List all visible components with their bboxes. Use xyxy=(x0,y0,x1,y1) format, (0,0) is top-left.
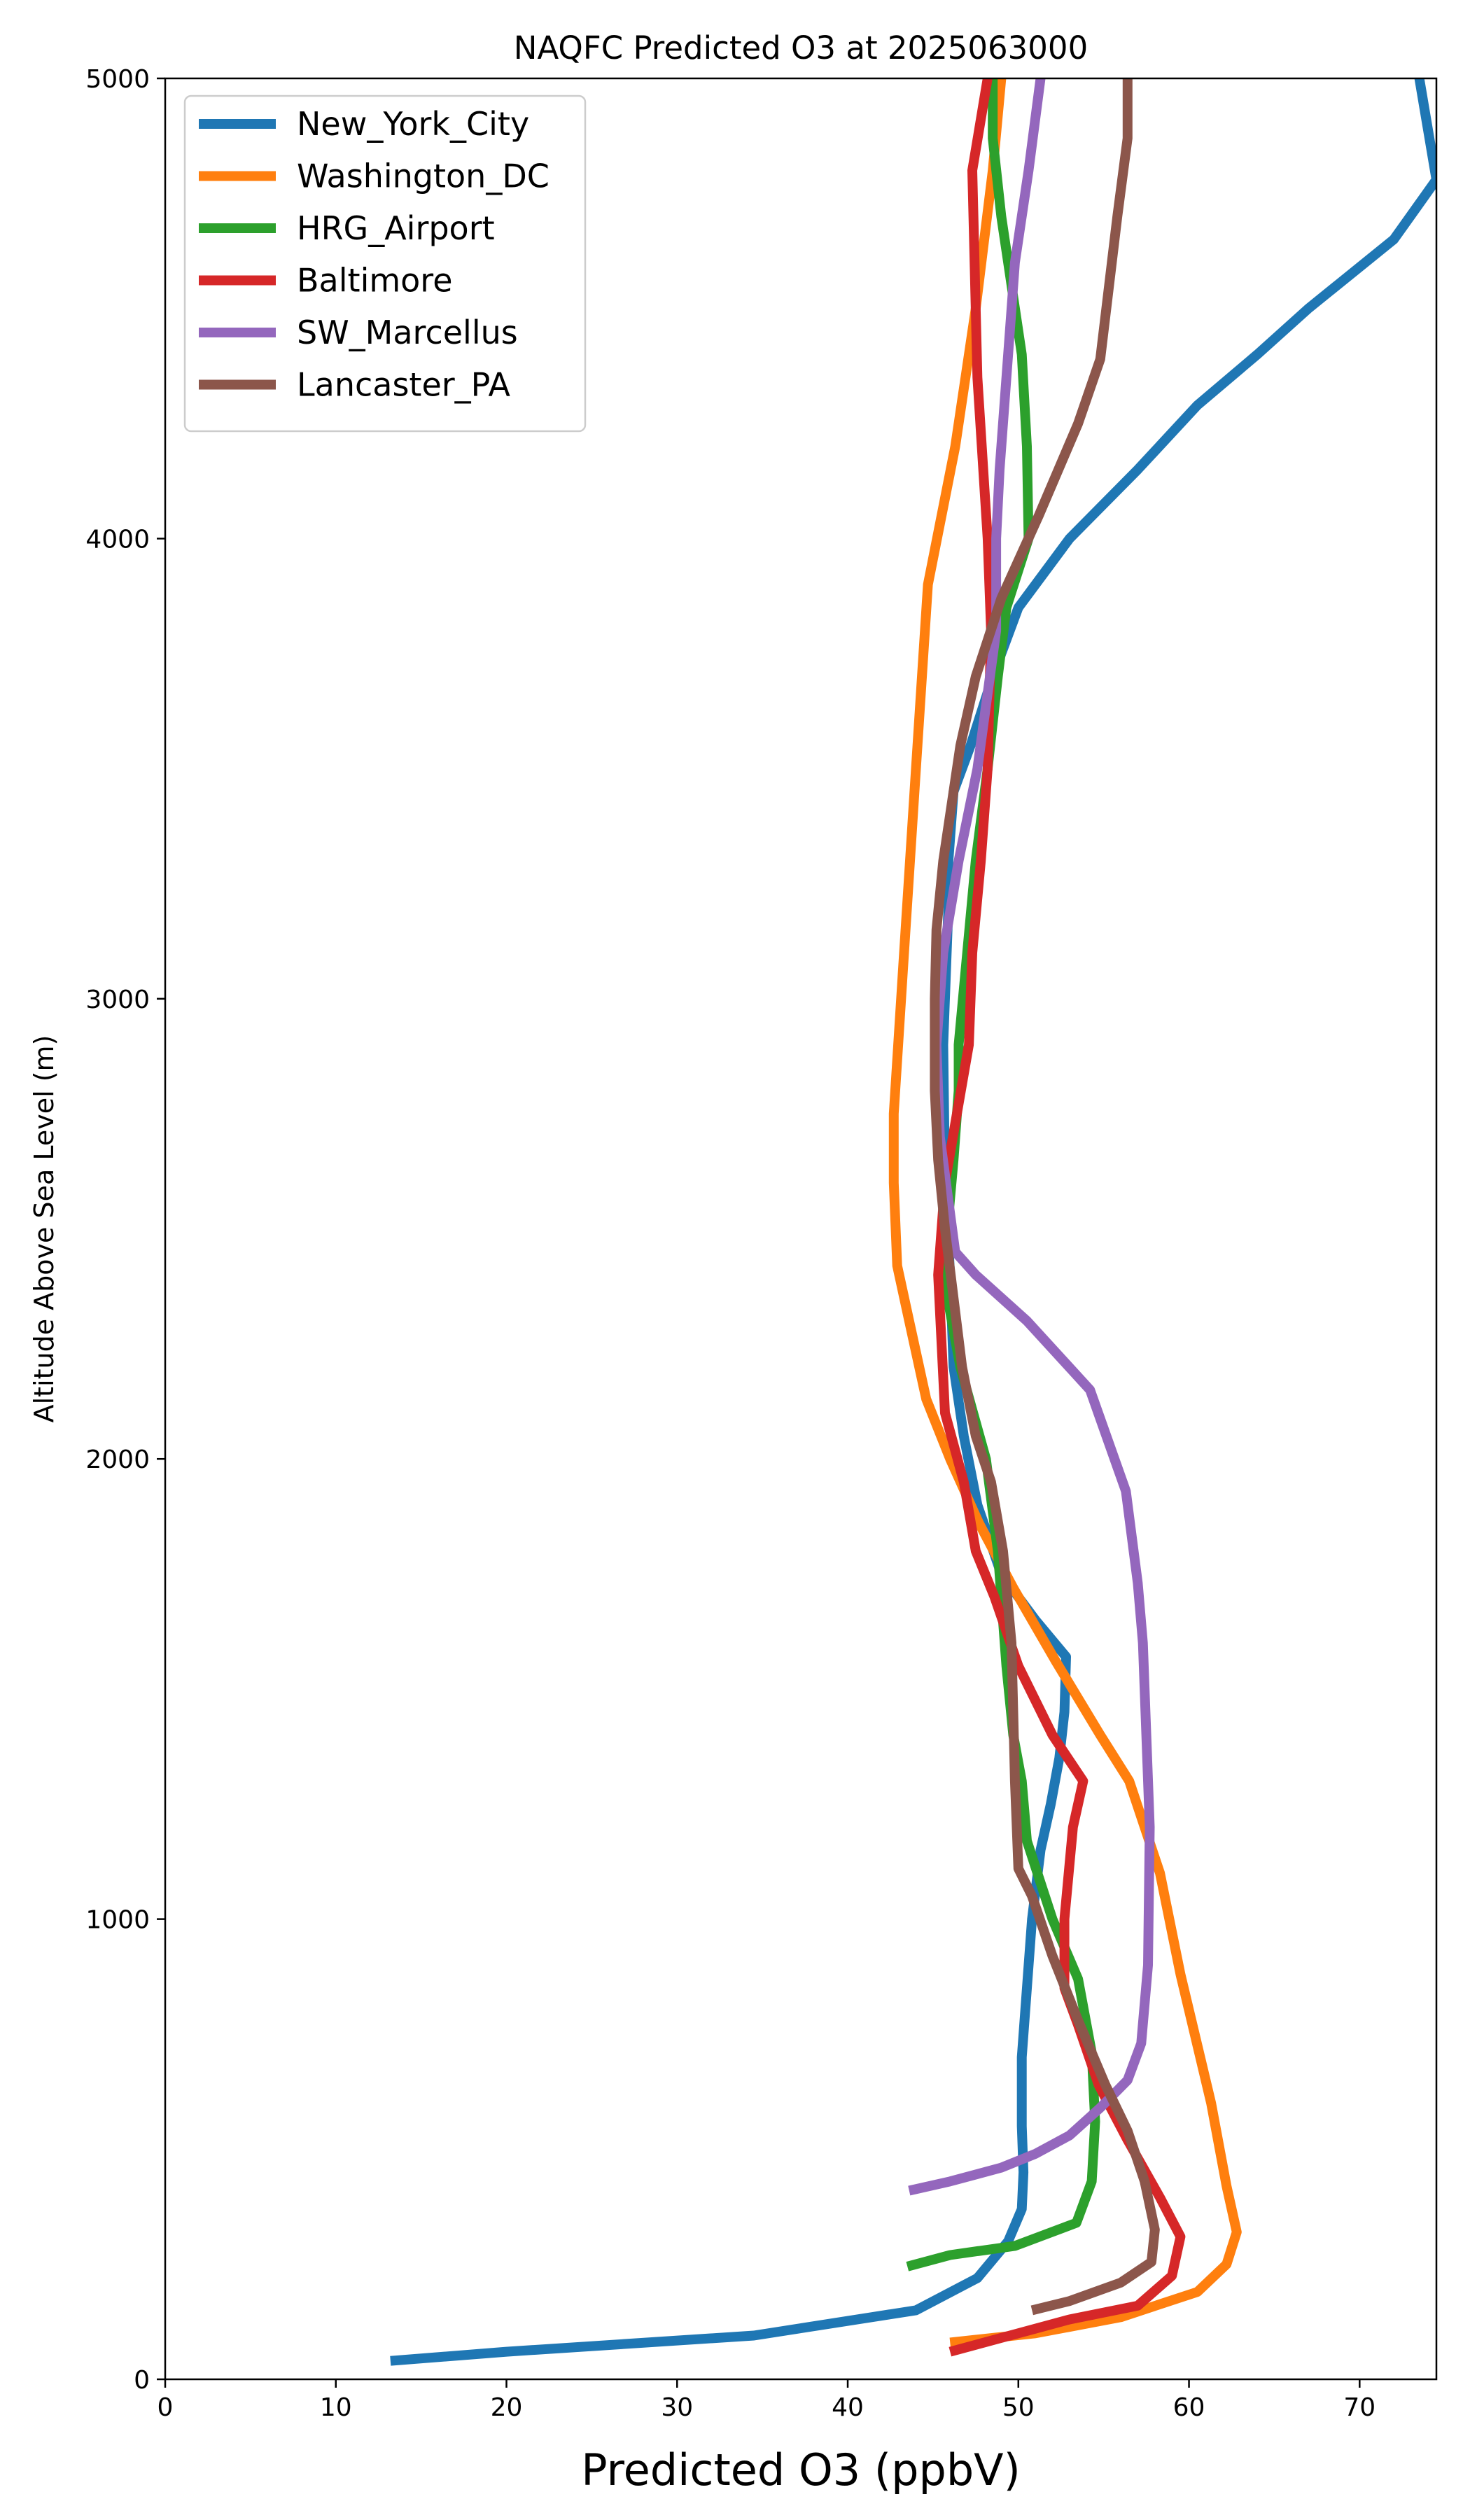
y-tick-label: 5000 xyxy=(85,65,150,94)
plot-frame xyxy=(164,77,1438,2381)
legend-label: New_York_City xyxy=(297,105,529,143)
y-tick-label: 0 xyxy=(134,2366,150,2395)
chart-title: NAQFC Predicted O3 at 2025063000 xyxy=(514,29,1088,66)
legend-label: SW_Marcellus xyxy=(297,314,518,351)
x-axis-label: Predicted O3 (ppbV) xyxy=(581,2444,1021,2496)
y-axis-label: Altitude Above Sea Level (m) xyxy=(29,1035,59,1423)
series-layer xyxy=(390,78,1436,2366)
y-tick-label: 3000 xyxy=(85,986,150,1014)
x-tick-label: 50 xyxy=(1002,2393,1035,2422)
x-tick-label: 30 xyxy=(661,2393,693,2422)
x-tick-label: 0 xyxy=(158,2393,174,2422)
legend-label: Lancaster_PA xyxy=(297,366,510,404)
legend-label: Washington_DC xyxy=(297,158,550,195)
y-tick-label: 1000 xyxy=(85,1906,150,1935)
y-axis: 0 1000 2000 3000 4000 5000 xyxy=(85,65,165,2395)
y-tick-label: 2000 xyxy=(85,1446,150,1474)
x-tick-label: 60 xyxy=(1173,2393,1205,2422)
legend-label: HRG_Airport xyxy=(297,209,495,247)
x-axis: 0 10 20 30 40 50 60 70 xyxy=(158,2379,1376,2422)
series-line-lancaster-pa xyxy=(930,78,1160,2316)
x-tick-label: 40 xyxy=(832,2393,864,2422)
x-tick-label: 70 xyxy=(1343,2393,1376,2422)
legend-box xyxy=(183,94,587,433)
series-line-sw-marcellus xyxy=(908,78,1155,2196)
x-tick-label: 10 xyxy=(320,2393,352,2422)
y-tick-label: 4000 xyxy=(85,525,150,554)
legend: New_York_City Washington_DC HRG_Airport Bal… xyxy=(183,94,587,433)
series-line-new-york-city xyxy=(390,78,1436,2366)
legend-label: Baltimore xyxy=(297,262,453,300)
x-tick-label: 20 xyxy=(491,2393,523,2422)
